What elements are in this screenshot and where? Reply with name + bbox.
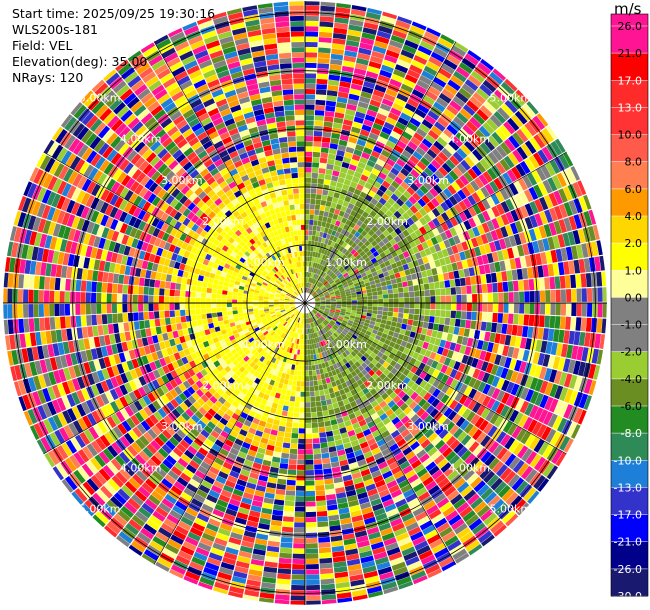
colorbar-segment bbox=[611, 324, 648, 353]
azimuth-spoke bbox=[43, 302, 306, 455]
colorbar-tick-label: -2.0 bbox=[621, 346, 642, 359]
colorbar-tick-label: -26.0 bbox=[614, 563, 642, 576]
colorbar-segment bbox=[611, 460, 648, 488]
colorbar-tick-label: -8.0 bbox=[621, 427, 642, 440]
colorbar-segment bbox=[611, 243, 648, 271]
colorbar-segment bbox=[611, 270, 648, 298]
colorbar-tick-label: 17.0 bbox=[618, 74, 643, 87]
azimuth-spoke bbox=[153, 41, 306, 304]
range-ring-label: 5.00km bbox=[490, 92, 532, 105]
colorbar-tick-label: -6.0 bbox=[621, 400, 642, 413]
range-ring-label: 3.00km bbox=[161, 420, 203, 433]
colorbar-segment bbox=[611, 161, 648, 190]
range-ring-label: 1.00km bbox=[243, 256, 285, 269]
colorbar-tick-label: 4.0 bbox=[625, 210, 643, 223]
colorbar-segment bbox=[611, 26, 648, 54]
colorbar-tick-label: -30.0 bbox=[614, 590, 642, 603]
colorbar-segment bbox=[611, 134, 648, 163]
range-ring-label: 4.00km bbox=[449, 461, 491, 474]
azimuth-spoke bbox=[304, 151, 567, 304]
range-ring-labels: 1.00km 1.00km 1.00km 1.00km 2.00km 2.00km 2.00… bbox=[79, 92, 531, 516]
velocity-gates bbox=[26, 14, 607, 589]
colorbar-segment bbox=[611, 53, 648, 81]
range-ring-label: 5.00km bbox=[79, 502, 121, 515]
azimuth-spoke bbox=[43, 151, 306, 304]
range-ring-label: 5.00km bbox=[79, 92, 121, 105]
range-ring-label: 4.00km bbox=[120, 133, 162, 146]
range-ring-label: 3.00km bbox=[407, 174, 449, 187]
field-label: Field: VEL bbox=[12, 38, 73, 53]
range-ring-label: 2.00km bbox=[202, 215, 244, 228]
start-time-label: Start time: 2025/09/25 19:30:16 bbox=[12, 6, 216, 21]
colorbar-frame bbox=[610, 13, 649, 597]
range-ring-label: 4.00km bbox=[449, 133, 491, 146]
range-ring-label: 5.00km bbox=[490, 502, 532, 515]
colorbar-tick-label: -21.0 bbox=[614, 536, 642, 549]
range-ring-label: 1.00km bbox=[243, 338, 285, 351]
colorbar-tick-label: 6.0 bbox=[625, 183, 643, 196]
range-ring-label: 2.00km bbox=[366, 379, 408, 392]
colorbar-segment bbox=[611, 14, 648, 26]
colorbar-segment bbox=[611, 80, 648, 108]
colorbar-tick-label: 21.0 bbox=[618, 47, 643, 60]
azimuth-spoke bbox=[304, 302, 457, 565]
colorbar-segment bbox=[611, 216, 648, 244]
colorbar-tick-label: 26.0 bbox=[618, 20, 643, 33]
colorbar-segment bbox=[611, 487, 648, 516]
colorbar-tick-label: -13.0 bbox=[614, 481, 642, 494]
velocity-gates bbox=[13, 16, 603, 605]
velocity-gates bbox=[32, 8, 607, 604]
azimuth-spoke bbox=[304, 302, 567, 455]
colorbar-tick-label: 13.0 bbox=[618, 101, 643, 114]
colorbar-segment bbox=[611, 406, 648, 434]
colorbar-tick-label: 10.0 bbox=[618, 129, 643, 142]
colorbar-segment bbox=[611, 541, 648, 570]
colorbar-segment bbox=[611, 378, 648, 407]
elevation-label: Elevation(deg): 35.00 bbox=[12, 54, 148, 69]
instrument-label: WLS200s-181 bbox=[12, 22, 98, 37]
colorbar-tick-label: -1.0 bbox=[621, 319, 642, 332]
velocity-ray-field bbox=[3, 1, 607, 605]
colorbar-tick-label: 1.0 bbox=[625, 264, 643, 277]
colorbar: 26.0 21.0 17.0 13.0 10.0 8.0 6.0 4.0 2.0 1.0 0.0 -1… bbox=[610, 13, 649, 603]
colorbar-unit: m/s bbox=[614, 0, 642, 18]
colorbar-tick-label: -17.0 bbox=[614, 509, 642, 522]
colorbar-tick-label: -4.0 bbox=[621, 373, 642, 386]
colorbar-segment bbox=[611, 568, 648, 597]
range-ring-label: 2.00km bbox=[366, 215, 408, 228]
velocity-gates bbox=[9, 11, 591, 597]
range-ring-label: 4.00km bbox=[120, 461, 162, 474]
colorbar-segment bbox=[611, 297, 648, 326]
range-ring-label: 1.00km bbox=[325, 256, 367, 269]
colorbar-tick-label: 2.0 bbox=[625, 237, 643, 250]
velocity-gates bbox=[4, 12, 597, 605]
azimuth-spokes bbox=[3, 1, 607, 605]
velocity-gates bbox=[7, 5, 603, 581]
colorbar-segment bbox=[611, 433, 648, 461]
colorbar-tick-label: 0.0 bbox=[625, 291, 643, 304]
range-ring-label: 1.00km bbox=[325, 338, 367, 351]
colorbar-tick-label: 8.0 bbox=[625, 156, 643, 169]
colorbar-segment bbox=[611, 351, 648, 380]
azimuth-spoke bbox=[153, 302, 306, 565]
range-ring-label: 3.00km bbox=[161, 174, 203, 187]
colorbar-segment bbox=[611, 107, 648, 136]
nrays-label: NRays: 120 bbox=[12, 70, 84, 85]
colorbar-tick-label: -10.0 bbox=[614, 454, 642, 467]
range-ring-label: 2.00km bbox=[202, 379, 244, 392]
range-ring-label: 3.00km bbox=[407, 420, 449, 433]
azimuth-spoke bbox=[304, 41, 457, 304]
colorbar-segment bbox=[611, 188, 648, 217]
colorbar-segment bbox=[611, 514, 648, 543]
